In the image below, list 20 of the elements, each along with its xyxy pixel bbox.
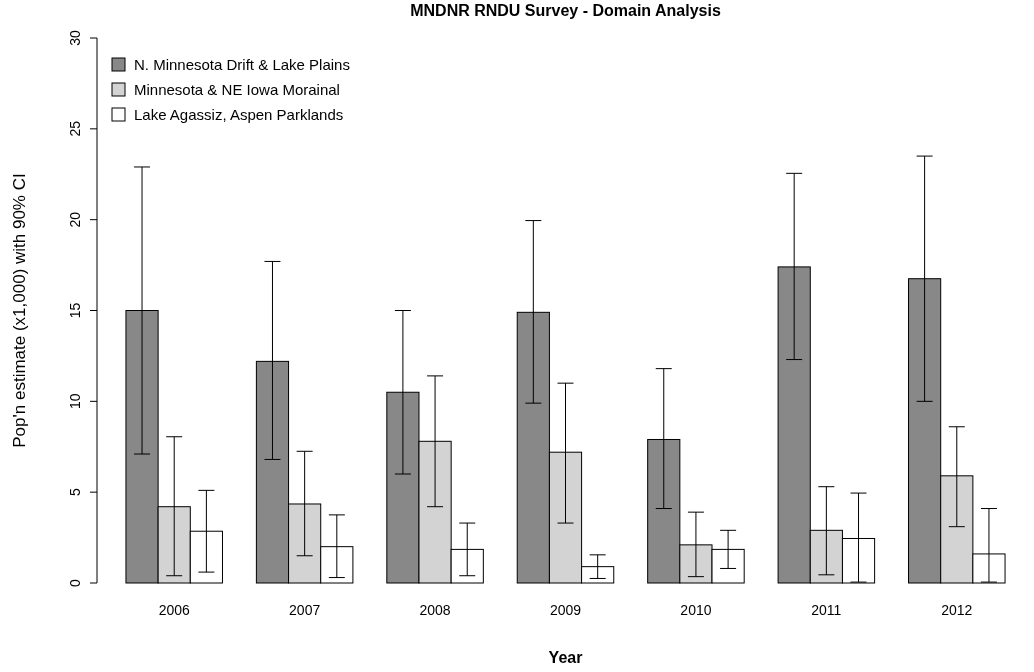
legend-label: Lake Agassiz, Aspen Parklands: [134, 106, 344, 123]
y-tick-label: 0: [67, 578, 83, 587]
y-tick-label: 10: [67, 393, 83, 410]
legend-label: N. Minnesota Drift & Lake Plains: [134, 56, 350, 73]
y-tick-label: 30: [67, 30, 83, 46]
legend-label: Minnesota & NE Iowa Morainal: [134, 81, 340, 98]
x-tick-label: 2006: [158, 602, 190, 618]
x-tick-label: 2008: [419, 602, 451, 618]
y-tick-label: 25: [67, 120, 83, 137]
x-tick-label: 2007: [289, 602, 321, 618]
y-tick-label: 5: [67, 488, 83, 497]
x-tick-label: 2010: [680, 602, 712, 618]
x-tick-label: 2012: [941, 602, 973, 618]
x-axis-title: Year: [548, 649, 583, 666]
y-tick-label: 15: [67, 302, 83, 319]
y-tick-label: 20: [67, 211, 83, 228]
x-tick-label: 2011: [811, 602, 842, 618]
x-tick-label: 2009: [549, 602, 582, 618]
y-axis-title: Pop'n estimate (x1,000) with 90% CI: [10, 173, 29, 448]
chart-title: MNDNR RNDU Survey - Domain Analysis: [410, 2, 721, 19]
